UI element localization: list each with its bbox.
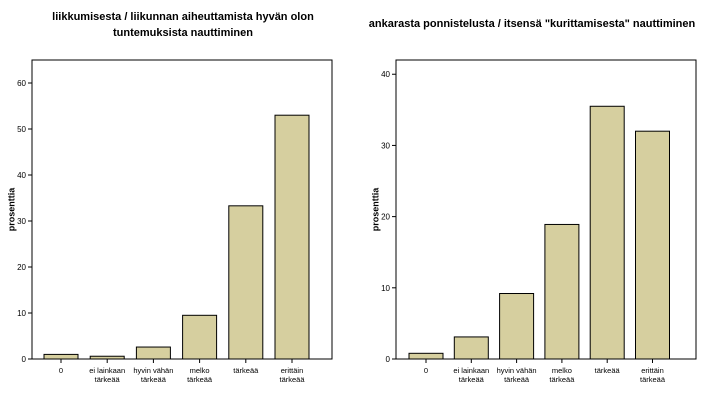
- chart1-category-label-3-1: hyvin vähän: [133, 366, 173, 375]
- chart1-ytick-label-60: 60: [17, 79, 26, 88]
- chart2-category-label-6-1: erittäin: [641, 366, 664, 375]
- chart1-bar-6: [274, 114, 310, 360]
- chart1-category-label-4-1: melko: [190, 366, 210, 375]
- chart1-bar-2: [89, 355, 125, 360]
- chart1-ytick-label-50: 50: [17, 125, 26, 134]
- chart2-ytick-label-20: 20: [381, 213, 390, 222]
- chart1-ytick-label-10: 10: [17, 309, 26, 318]
- chart2-bar-3: [499, 293, 535, 360]
- chart2-ytick-label-10: 10: [381, 284, 390, 293]
- chart1-category-label-6-1: erittäin: [281, 366, 304, 375]
- chart2-category-label-3-1: hyvin vähän: [497, 366, 537, 375]
- chart1-title-line-2: tuntemuksista nauttiminen: [113, 27, 253, 39]
- chart2-ytick-label-0: 0: [386, 355, 391, 364]
- chart1-ytick-label-30: 30: [17, 217, 26, 226]
- chart1-ytick-label-40: 40: [17, 171, 26, 180]
- chart1-bar-4: [182, 314, 218, 360]
- chart2-category-label-2-2: tärkeää: [459, 375, 485, 384]
- chart1-bar-5: [228, 205, 264, 360]
- chart1-category-label-1-1: 0: [59, 366, 63, 375]
- chart1-bar-3: [135, 346, 171, 360]
- chart2-ytick-label-30: 30: [381, 141, 390, 150]
- chart1-category-label-2-2: tärkeää: [95, 375, 121, 384]
- chart1-y-axis-label: prosenttia: [6, 187, 16, 232]
- chart1-ytick-label-20: 20: [17, 263, 26, 272]
- chart1-category-label-3-2: tärkeää: [141, 375, 167, 384]
- chart2-bar-4: [544, 223, 580, 360]
- chart1-ytick-label-0: 0: [22, 355, 27, 364]
- chart1-category-label-2-1: ei lainkaan: [89, 366, 125, 375]
- chart2-category-label-6-2: tärkeää: [640, 375, 666, 384]
- chart2-category-label-2-1: ei lainkaan: [453, 366, 489, 375]
- chart2-bar-1: [408, 352, 444, 360]
- chart2-category-label-4-2: tärkeää: [549, 375, 575, 384]
- chart1-category-label-5-1: tärkeää: [233, 366, 259, 375]
- chart1-bar-1: [43, 353, 79, 360]
- chart1-title-line-1: liikkumisesta / liikunnan aiheuttamista …: [52, 11, 314, 23]
- chart2-category-label-4-1: melko: [552, 366, 572, 375]
- chart2-category-label-3-2: tärkeää: [504, 375, 530, 384]
- chart1-category-label-4-2: tärkeää: [187, 375, 213, 384]
- chart2-ytick-label-40: 40: [381, 70, 390, 79]
- chart2-bar-2: [453, 336, 489, 360]
- chart2-bar-6: [635, 130, 670, 360]
- chart1-plot-frame: [31, 59, 333, 360]
- chart2-bar-5: [589, 105, 625, 360]
- chart2-title-line-1: ankarasta ponnistelusta / itsensä "kurit…: [369, 18, 696, 30]
- chart2-category-label-1-1: 0: [424, 366, 428, 375]
- chart1-category-label-6-2: tärkeää: [279, 375, 305, 384]
- chart2-category-label-5-1: tärkeää: [595, 366, 621, 375]
- chart2-y-axis-label: prosenttia: [370, 187, 380, 232]
